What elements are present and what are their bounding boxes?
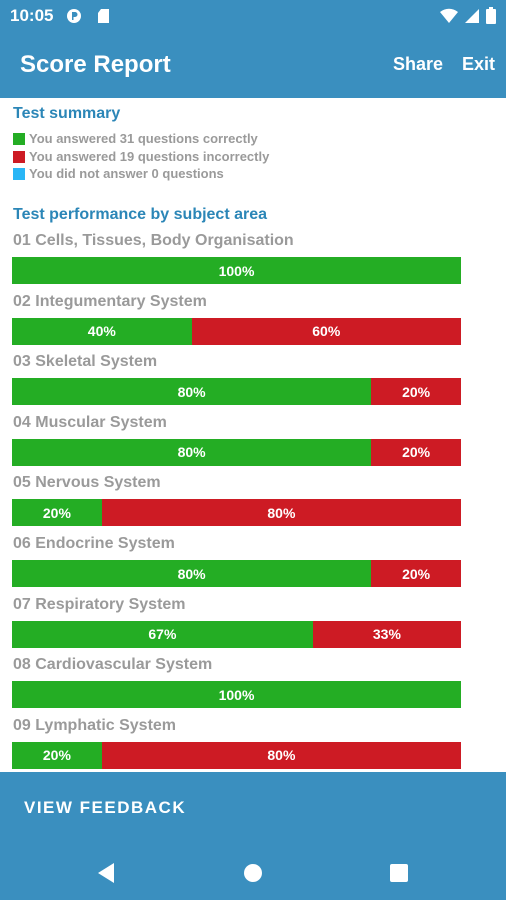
app-bar: Score Report Share Exit bbox=[0, 32, 506, 98]
subject-label: 06 Endocrine System bbox=[13, 535, 175, 552]
correct-segment: 67% bbox=[12, 620, 313, 648]
subject-score-bar: 100% bbox=[12, 257, 461, 284]
app-notification-icon bbox=[67, 9, 81, 23]
incorrect-segment: 80% bbox=[101, 741, 461, 769]
recents-icon[interactable] bbox=[386, 860, 412, 886]
subject-label: 07 Respiratory System bbox=[13, 595, 186, 613]
incorrect-segment: 80% bbox=[101, 499, 461, 527]
sd-card-icon bbox=[98, 9, 109, 23]
cell-signal-icon bbox=[465, 8, 479, 23]
correct-swatch bbox=[13, 132, 25, 145]
incorrect-segment: 20% bbox=[371, 560, 461, 587]
subject-score-bar: 20% 80% bbox=[12, 499, 461, 527]
home-icon[interactable] bbox=[240, 860, 266, 886]
correct-segment: 100% bbox=[12, 681, 461, 709]
incorrect-segment: 33% bbox=[312, 620, 461, 648]
status-bar: 10:05 bbox=[0, 0, 506, 32]
subject-label: 04 Muscular System bbox=[13, 413, 167, 431]
legend-unanswered-text: You did not answer 0 questions bbox=[29, 166, 224, 181]
correct-segment: 80% bbox=[12, 378, 372, 406]
correct-segment: 20% bbox=[12, 499, 102, 527]
back-icon[interactable] bbox=[94, 860, 120, 886]
legend-correct: You answered 31 questions correctly bbox=[13, 131, 258, 146]
share-button[interactable]: Share bbox=[393, 54, 444, 74]
wifi-icon bbox=[440, 8, 458, 23]
exit-button[interactable]: Exit bbox=[462, 54, 496, 74]
legend-incorrect-text: You answered 19 questions incorrectly bbox=[29, 149, 270, 164]
status-right-icons bbox=[440, 7, 496, 24]
unanswered-swatch bbox=[13, 167, 25, 180]
correct-segment: 100% bbox=[12, 257, 461, 284]
summary-title: Test summary bbox=[13, 105, 121, 122]
subject-label: 09 Lymphatic System bbox=[13, 716, 177, 734]
incorrect-segment: 20% bbox=[371, 378, 461, 406]
subject-score-bar: 80% 20% bbox=[12, 438, 461, 466]
incorrect-segment: 20% bbox=[371, 438, 461, 466]
report-content[interactable]: Test summary You answered 31 questions c… bbox=[0, 98, 506, 772]
correct-segment: 20% bbox=[12, 741, 102, 769]
subject-score-bar: 67% 33% bbox=[12, 620, 461, 648]
legend-unanswered: You did not answer 0 questions bbox=[13, 166, 224, 181]
feedback-bar: VIEW FEEDBACK bbox=[0, 772, 506, 844]
battery-icon bbox=[486, 7, 496, 24]
subject-score-bar: 80% 20% bbox=[12, 560, 461, 587]
legend-correct-text: You answered 31 questions correctly bbox=[29, 131, 258, 146]
subject-label: 08 Cardiovascular System bbox=[13, 656, 213, 674]
page-title: Score Report bbox=[20, 51, 171, 78]
legend-incorrect: You answered 19 questions incorrectly bbox=[13, 149, 269, 164]
system-nav-bar bbox=[0, 844, 506, 900]
subject-score-bar: 100% bbox=[12, 681, 461, 709]
subject-label: 01 Cells, Tissues, Body Organisation bbox=[13, 232, 294, 249]
subject-score-bar: 20% 80% bbox=[12, 741, 461, 769]
performance-title: Test performance by subject area bbox=[13, 206, 268, 223]
status-time: 10:05 bbox=[10, 6, 54, 25]
incorrect-segment: 60% bbox=[191, 317, 461, 345]
subject-score-bar: 80% 20% bbox=[12, 378, 461, 406]
incorrect-swatch bbox=[13, 150, 25, 163]
view-feedback-button[interactable]: VIEW FEEDBACK bbox=[24, 798, 187, 817]
subject-label: 02 Integumentary System bbox=[13, 292, 207, 310]
subject-label: 05 Nervous System bbox=[13, 474, 161, 492]
subject-label: 03 Skeletal System bbox=[13, 353, 158, 371]
correct-segment: 80% bbox=[12, 438, 372, 466]
correct-segment: 40% bbox=[12, 317, 192, 345]
correct-segment: 80% bbox=[12, 560, 372, 587]
subject-score-bar: 40% 60% bbox=[12, 317, 461, 345]
